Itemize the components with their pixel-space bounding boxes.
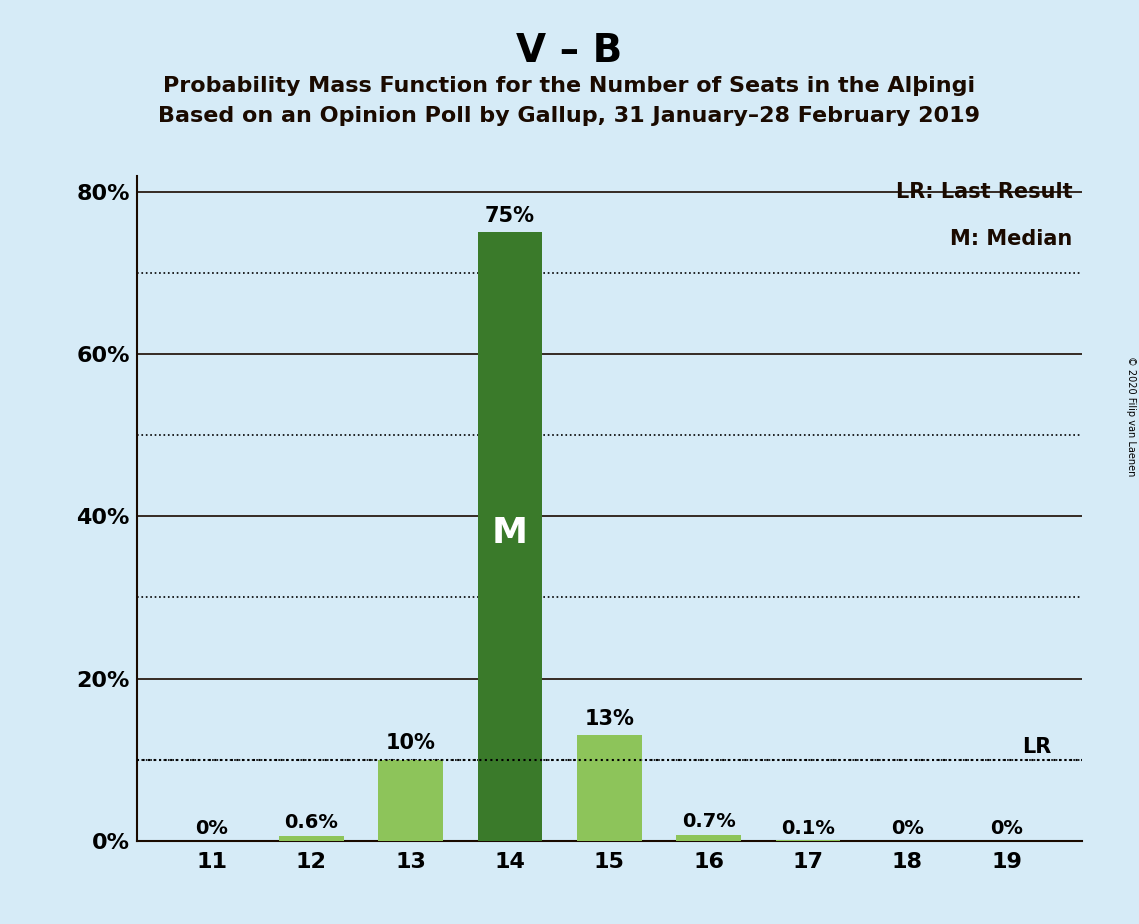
Text: Based on an Opinion Poll by Gallup, 31 January–28 February 2019: Based on an Opinion Poll by Gallup, 31 J… — [158, 106, 981, 127]
Text: LR: Last Result: LR: Last Result — [896, 182, 1073, 202]
Text: 0.6%: 0.6% — [285, 813, 338, 832]
Text: 75%: 75% — [485, 206, 535, 225]
Text: 0%: 0% — [196, 820, 229, 838]
Text: V – B: V – B — [516, 32, 623, 70]
Bar — [677, 835, 741, 841]
Text: 13%: 13% — [584, 709, 634, 729]
Text: 0.1%: 0.1% — [781, 820, 835, 838]
Text: M: Median: M: Median — [950, 229, 1073, 249]
Bar — [577, 736, 641, 841]
Bar — [279, 836, 344, 841]
Text: 0%: 0% — [990, 820, 1023, 838]
Text: © 2020 Filip van Laenen: © 2020 Filip van Laenen — [1126, 356, 1136, 476]
Text: 10%: 10% — [386, 734, 435, 753]
Text: 0%: 0% — [891, 820, 924, 838]
Bar — [477, 232, 542, 841]
Bar — [378, 760, 443, 841]
Text: LR: LR — [1022, 737, 1051, 758]
Text: M: M — [492, 516, 528, 550]
Text: 0.7%: 0.7% — [682, 812, 736, 831]
Text: Probability Mass Function for the Number of Seats in the Alþingi: Probability Mass Function for the Number… — [163, 76, 976, 96]
